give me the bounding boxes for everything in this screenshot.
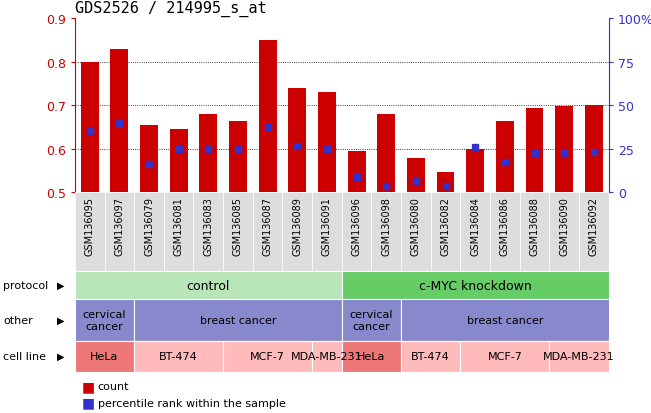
Text: GSM136085: GSM136085 [233,197,243,256]
Bar [431,193,460,271]
Bar [111,50,128,193]
Bar [585,106,603,193]
Bar [407,159,425,193]
Text: GSM136086: GSM136086 [500,197,510,256]
Text: GSM136090: GSM136090 [559,197,569,256]
Text: GSM136092: GSM136092 [589,197,599,256]
Text: breast cancer: breast cancer [200,315,276,325]
Bar [229,121,247,193]
Bar [519,193,549,271]
Text: GSM136083: GSM136083 [203,197,214,256]
Bar [555,107,573,193]
Text: GSM136079: GSM136079 [144,197,154,256]
Text: cervical
cancer: cervical cancer [350,309,393,331]
Bar [75,193,105,271]
Text: GSM136097: GSM136097 [115,197,124,256]
Text: BT-474: BT-474 [411,351,450,361]
Text: GSM136081: GSM136081 [174,197,184,256]
Bar [318,93,336,193]
Text: GSM136087: GSM136087 [262,197,273,256]
Bar [283,193,312,271]
Bar [258,41,277,193]
Bar [525,108,544,193]
Text: GSM136088: GSM136088 [529,197,540,256]
Text: cervical
cancer: cervical cancer [83,309,126,331]
Text: control: control [187,279,230,292]
Text: BT-474: BT-474 [159,351,198,361]
Bar [466,150,484,193]
Text: HeLa: HeLa [357,351,385,361]
Text: GSM136089: GSM136089 [292,197,302,256]
Text: cell line: cell line [3,351,46,361]
Text: GSM136084: GSM136084 [470,197,480,256]
Text: ▶: ▶ [57,280,64,290]
Text: GDS2526 / 214995_s_at: GDS2526 / 214995_s_at [75,0,266,17]
Bar [460,193,490,271]
Text: count: count [98,381,129,391]
Bar [549,193,579,271]
Bar [437,173,454,193]
Bar [342,193,372,271]
Bar [579,193,609,271]
Bar [140,126,158,193]
Bar [253,193,283,271]
Text: MDA-MB-231: MDA-MB-231 [543,351,615,361]
Bar [288,89,306,193]
Text: percentile rank within the sample: percentile rank within the sample [98,398,286,408]
Text: GSM136095: GSM136095 [85,197,94,256]
Text: ▶: ▶ [57,315,64,325]
Text: HeLa: HeLa [90,351,118,361]
Bar [223,193,253,271]
Text: c-MYC knockdown: c-MYC knockdown [419,279,532,292]
Bar [199,115,217,193]
Text: GSM136098: GSM136098 [381,197,391,256]
Text: MDA-MB-231: MDA-MB-231 [291,351,363,361]
Text: ■: ■ [81,396,94,410]
Bar [496,121,514,193]
Text: ▶: ▶ [57,351,64,361]
Bar [490,193,519,271]
Bar [134,193,164,271]
Text: GSM136080: GSM136080 [411,197,421,256]
Text: other: other [3,315,33,325]
Text: MCF-7: MCF-7 [488,351,522,361]
Text: ■: ■ [81,379,94,393]
Bar [164,193,193,271]
Bar [81,63,98,193]
Text: breast cancer: breast cancer [467,315,543,325]
Text: MCF-7: MCF-7 [250,351,285,361]
Text: GSM136082: GSM136082 [441,197,450,256]
Bar [372,193,401,271]
Bar [105,193,134,271]
Bar [378,115,395,193]
Bar [193,193,223,271]
Bar [170,130,187,193]
Bar [312,193,342,271]
Bar [401,193,431,271]
Bar [348,152,365,193]
Text: GSM136096: GSM136096 [352,197,361,256]
Text: protocol: protocol [3,280,49,290]
Text: GSM136091: GSM136091 [322,197,332,256]
